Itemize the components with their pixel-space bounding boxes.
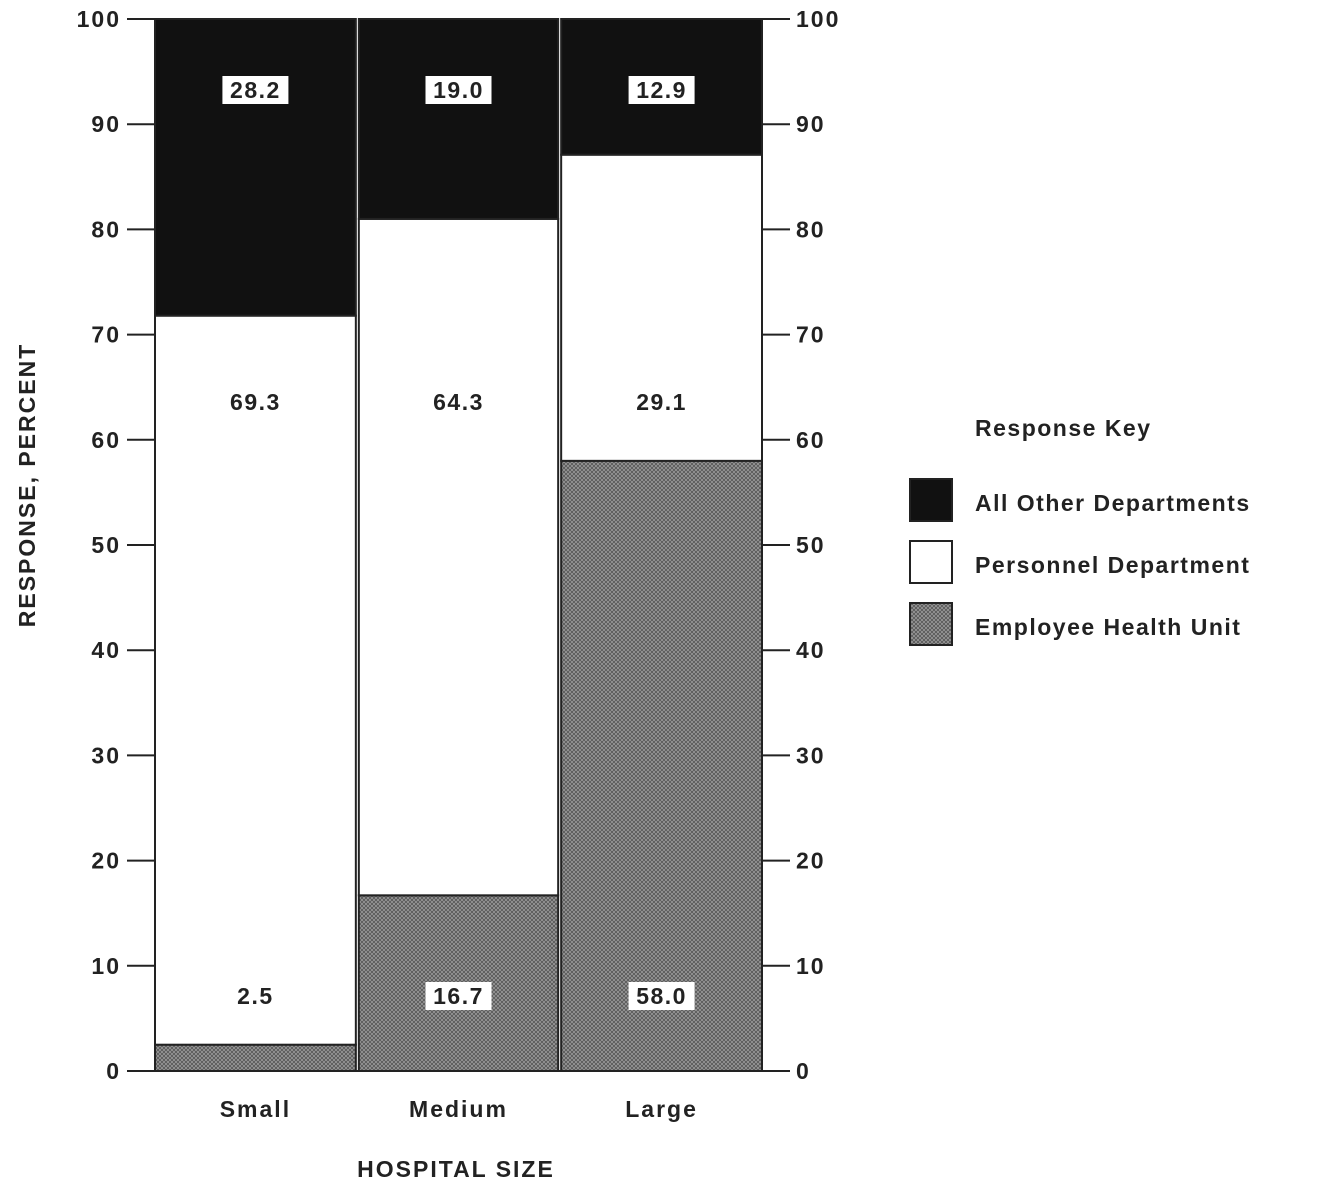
legend-title: Response Key: [975, 415, 1152, 441]
left-tick-label-10: 10: [91, 953, 121, 979]
category-label-small: Small: [220, 1096, 291, 1122]
label-personnel-medium: 64.3: [433, 389, 484, 415]
right-tick-label-60: 60: [796, 427, 826, 453]
bars-group: [154, 18, 764, 1072]
legend-label-all-other-departments: All Other Departments: [975, 490, 1251, 516]
label-ehu-small: 2.5: [237, 983, 273, 1009]
y-axis-title: RESPONSE, PERCENT: [14, 343, 40, 628]
label-other-small: 28.2: [230, 77, 281, 103]
category-label-large: Large: [625, 1096, 698, 1122]
legend-swatch-personnel-department: [909, 540, 953, 584]
bar-employee-health-unit-small: [154, 1043, 357, 1072]
label-personnel-large: 29.1: [636, 389, 687, 415]
left-tick-label-100: 100: [77, 6, 121, 32]
right-tick-label-20: 20: [796, 848, 826, 874]
legend: All Other Departments Personnel Departmen…: [909, 478, 1251, 646]
right-tick-label-100: 100: [796, 6, 840, 32]
label-personnel-small: 69.3: [230, 389, 281, 415]
left-tick-label-30: 30: [91, 742, 121, 768]
bar-employee-health-unit-large: [560, 459, 764, 1072]
label-other-medium: 19.0: [433, 77, 484, 103]
right-tick-label-50: 50: [796, 532, 826, 558]
x-axis-title: HOSPITAL SIZE: [357, 1156, 555, 1182]
left-tick-label-50: 50: [91, 532, 121, 558]
bar-personnel-department-small: [154, 314, 357, 1046]
value-labels-group: 28.2 69.3 2.5 19.0 64.3 16.7 12.9 29.1 58.0: [222, 76, 695, 1010]
right-tick-label-10: 10: [796, 953, 826, 979]
label-ehu-medium-box: [425, 982, 492, 1010]
left-tick-label-80: 80: [91, 216, 121, 242]
category-label-medium: Medium: [409, 1096, 508, 1122]
legend-label-employee-health-unit: Employee Health Unit: [975, 614, 1241, 640]
left-tick-label-40: 40: [91, 637, 121, 663]
right-tick-label-40: 40: [796, 637, 826, 663]
left-tick-label-20: 20: [91, 848, 121, 874]
label-other-large: 12.9: [636, 77, 687, 103]
label-other-medium-box: [425, 76, 492, 104]
label-ehu-medium: 16.7: [433, 983, 484, 1009]
label-ehu-large: 58.0: [636, 983, 687, 1009]
right-tick-label-70: 70: [796, 322, 826, 348]
legend-label-personnel-department: Personnel Department: [975, 552, 1250, 578]
bar-all-other-departments-medium: [357, 18, 560, 220]
left-tick-label-90: 90: [91, 111, 121, 137]
label-ehu-large-box: [628, 982, 695, 1010]
right-tick-label-80: 80: [796, 216, 826, 242]
right-tick-label-30: 30: [796, 742, 826, 768]
axes-group: Small Medium Large 0 0 10 10 20 20 30 30 40 40 50 50 60…: [77, 6, 840, 1122]
left-tick-label-0: 0: [106, 1058, 121, 1084]
legend-swatch-all-other-departments: [909, 478, 953, 522]
bar-personnel-department-large: [560, 153, 764, 462]
right-tick-label-90: 90: [796, 111, 826, 137]
label-other-large-box: [628, 76, 695, 104]
right-tick-label-0: 0: [796, 1058, 811, 1084]
bar-all-other-departments-small: [154, 18, 357, 317]
label-other-small-box: [222, 76, 289, 104]
legend-swatch-employee-health-unit: [909, 602, 953, 646]
bar-personnel-department-medium: [357, 217, 560, 897]
left-tick-label-60: 60: [91, 427, 121, 453]
left-tick-label-70: 70: [91, 322, 121, 348]
